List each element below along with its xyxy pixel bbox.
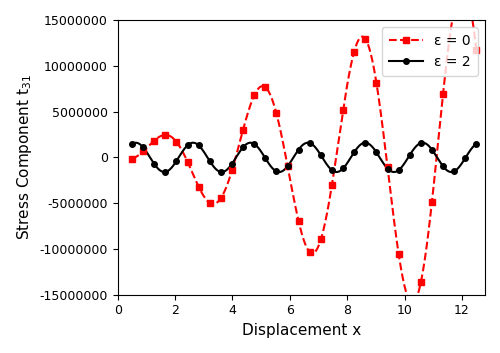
ε = 2 bbox=[384, 166, 390, 170]
ε = 0 bbox=[418, 280, 424, 285]
ε = 0 bbox=[451, 7, 457, 11]
ε = 0 bbox=[318, 237, 324, 241]
ε = 2 bbox=[340, 166, 346, 170]
ε = 2 bbox=[418, 141, 424, 145]
ε = 2 bbox=[396, 168, 402, 172]
ε = 2 bbox=[174, 159, 180, 163]
ε = 0 bbox=[396, 252, 402, 256]
ε = 0 bbox=[429, 199, 435, 204]
ε = 0 bbox=[262, 85, 268, 89]
ε = 0 bbox=[174, 140, 180, 144]
ε = 0 bbox=[340, 108, 346, 113]
ε = 2 bbox=[207, 159, 213, 163]
ε = 2 bbox=[184, 143, 190, 148]
ε = 2 bbox=[406, 153, 412, 157]
ε = 0 bbox=[162, 133, 168, 137]
ε = 0 bbox=[129, 157, 135, 161]
ε = 0 bbox=[218, 196, 224, 200]
ε = 2 bbox=[129, 142, 135, 146]
ε = 0 bbox=[384, 165, 390, 169]
ε = 0 bbox=[184, 160, 190, 164]
ε = 2 bbox=[296, 148, 302, 152]
Y-axis label: Stress Component t$_{31}$: Stress Component t$_{31}$ bbox=[15, 74, 34, 240]
ε = 2 bbox=[318, 153, 324, 157]
ε = 2 bbox=[262, 156, 268, 160]
ε = 0 bbox=[229, 168, 235, 173]
ε = 2 bbox=[462, 156, 468, 160]
ε = 2 bbox=[251, 142, 257, 146]
ε = 0 bbox=[240, 127, 246, 132]
ε = 2 bbox=[284, 164, 290, 168]
ε = 2 bbox=[162, 170, 168, 174]
ε = 0 bbox=[307, 250, 313, 254]
ε = 2 bbox=[329, 168, 335, 172]
ε = 2 bbox=[362, 140, 368, 145]
ε = 0 bbox=[296, 219, 302, 223]
ε = 2 bbox=[451, 169, 457, 173]
ε = 0 bbox=[207, 201, 213, 205]
Legend: ε = 0, ε = 2: ε = 0, ε = 2 bbox=[382, 27, 478, 76]
ε = 0 bbox=[440, 92, 446, 96]
ε = 0 bbox=[329, 183, 335, 187]
ε = 2 bbox=[196, 143, 202, 148]
ε = 2 bbox=[151, 162, 157, 166]
ε = 2 bbox=[429, 148, 435, 152]
ε = 2 bbox=[474, 142, 480, 146]
ε = 0 bbox=[406, 299, 412, 303]
ε = 0 bbox=[251, 93, 257, 97]
ε = 2 bbox=[307, 141, 313, 145]
ε = 2 bbox=[351, 150, 357, 154]
ε = 0 bbox=[151, 138, 157, 143]
Line: ε = 2: ε = 2 bbox=[129, 140, 479, 175]
ε = 0 bbox=[351, 49, 357, 54]
ε = 2 bbox=[218, 170, 224, 174]
ε = 0 bbox=[374, 80, 380, 85]
ε = 2 bbox=[140, 145, 146, 149]
X-axis label: Displacement x: Displacement x bbox=[242, 323, 361, 338]
ε = 2 bbox=[274, 169, 280, 173]
ε = 2 bbox=[240, 145, 246, 149]
ε = 2 bbox=[374, 150, 380, 155]
ε = 0 bbox=[362, 37, 368, 41]
ε = 0 bbox=[284, 164, 290, 168]
ε = 2 bbox=[229, 162, 235, 166]
ε = 0 bbox=[196, 185, 202, 189]
ε = 0 bbox=[140, 149, 146, 154]
ε = 0 bbox=[274, 111, 280, 115]
ε = 2 bbox=[440, 164, 446, 168]
Line: ε = 0: ε = 0 bbox=[129, 0, 479, 304]
ε = 0 bbox=[474, 48, 480, 52]
